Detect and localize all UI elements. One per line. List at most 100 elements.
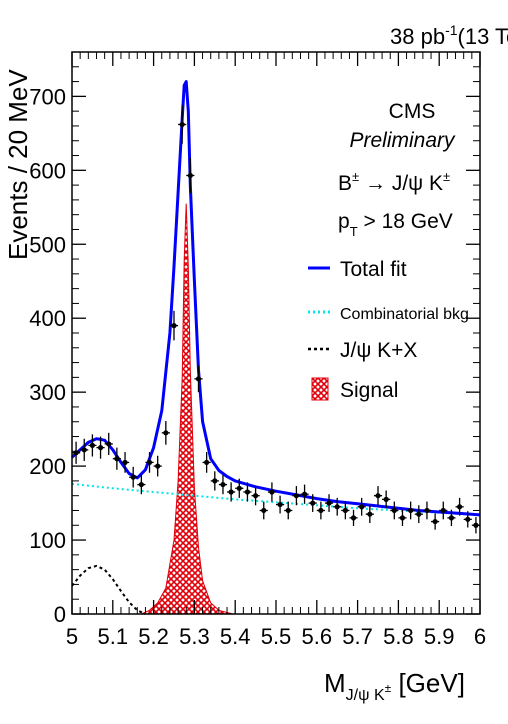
data-point-marker [383, 496, 389, 502]
data-point [112, 447, 121, 470]
data-point [300, 484, 309, 504]
x-tick-label: 5.8 [383, 624, 414, 649]
data-point-marker [448, 515, 455, 521]
x-tick-label: 6 [474, 624, 486, 649]
x-tick-label: 5.9 [424, 624, 455, 649]
legend: Total fit Combinatorial bkg J/ψ K+X Sign… [308, 258, 469, 402]
data-point [153, 455, 162, 477]
data-point [284, 501, 293, 520]
x-tick-label: 5.2 [138, 624, 169, 649]
luminosity-label: 38 pb-1(13 TeV) [390, 22, 508, 49]
data-point-marker [318, 507, 324, 514]
data-point-marker [171, 323, 177, 329]
data-point [276, 495, 285, 514]
data-point-marker [228, 489, 234, 495]
data-point-marker [326, 500, 332, 506]
data-point-marker [138, 481, 144, 488]
data-point-marker [97, 445, 104, 451]
data-point [414, 505, 423, 524]
y-ticks: 0 100 200 300 400 500 600 700 [29, 51, 480, 627]
data-point [161, 420, 170, 445]
data-point-marker [367, 511, 373, 517]
y-tick-label: 400 [29, 306, 66, 331]
jpsi-kx-layer [71, 564, 146, 615]
data-point [333, 497, 342, 516]
decay-arrow: → J/ψ K [359, 172, 443, 195]
data-point-marker [212, 478, 218, 484]
data-point-marker [253, 493, 259, 499]
data-point-marker [204, 459, 210, 466]
y-tick-label: 200 [29, 454, 66, 479]
data-point [406, 501, 415, 520]
legend-label-total-fit: Total fit [340, 258, 407, 281]
data-point-marker [81, 447, 87, 453]
data-point-marker [114, 456, 120, 462]
cut-sub: T [350, 224, 358, 239]
data-point [120, 452, 130, 473]
data-point [186, 157, 195, 194]
legend-label-signal: Signal [340, 379, 398, 402]
data-point-marker [146, 459, 153, 466]
data-point-marker [432, 518, 438, 525]
x-tick-label: 5.3 [179, 624, 210, 649]
signal-layer [141, 203, 234, 615]
data-point-marker [334, 504, 340, 510]
data-point-marker [457, 504, 463, 510]
data-point [227, 482, 236, 502]
x-axis-title-main: M [324, 668, 346, 698]
x-tick-label: 5.7 [342, 624, 373, 649]
experiment-label: CMS [389, 100, 436, 123]
x-axis-title: MJ/ψ K± [GeV] [324, 668, 465, 704]
data-point [431, 513, 440, 530]
data-point [104, 432, 113, 456]
data-point [455, 497, 464, 516]
status-label: Preliminary [349, 129, 456, 152]
x-tick-label: 5.5 [261, 624, 292, 649]
cut-label: pT > 18 GeV [338, 210, 453, 239]
data-point [251, 486, 260, 506]
data-point-marker [293, 493, 299, 499]
x-tick-label: 5 [66, 624, 78, 649]
data-point-marker [89, 442, 95, 448]
data-point [194, 365, 203, 393]
data-point [235, 478, 244, 498]
legend-label-combinatorial-bkg: Combinatorial bkg [340, 306, 469, 323]
data-point-marker [350, 515, 357, 521]
data-point [357, 497, 366, 516]
data-point [259, 501, 268, 520]
data-point-marker [195, 376, 202, 382]
data-point-marker [261, 507, 267, 514]
y-axis-title: Events / 20 MeV [3, 69, 33, 260]
data-point-marker [359, 504, 365, 510]
y-tick-label: 700 [29, 84, 66, 109]
data-point [169, 310, 179, 341]
data-point-marker [106, 441, 112, 447]
data-point-marker [408, 507, 414, 514]
signal-area [141, 203, 234, 615]
decay-sup2: ± [443, 169, 450, 184]
data-point [267, 482, 276, 502]
data-point [398, 509, 407, 527]
luminosity-unit-sup: -1 [445, 22, 458, 38]
data-point-marker [163, 430, 169, 436]
x-tick-label: 5.6 [302, 624, 333, 649]
data-point [145, 452, 154, 473]
y-tick-label: 0 [54, 602, 66, 627]
data-point-marker [310, 500, 316, 506]
data-point [373, 486, 383, 506]
data-point [422, 501, 432, 520]
data-point-marker [465, 516, 471, 522]
legend-label-jpsi-kx: J/ψ K+X [340, 339, 417, 362]
data-point [382, 490, 391, 509]
data-point-marker [342, 507, 348, 514]
luminosity-energy: (13 TeV) [458, 24, 508, 49]
data-point-marker [424, 507, 430, 514]
decay-main: B [338, 172, 352, 195]
data-point-marker [130, 474, 136, 480]
y-tick-label: 600 [29, 158, 66, 183]
data-point [447, 509, 456, 527]
data-point [72, 441, 81, 464]
data-point [324, 494, 334, 512]
data-point-marker [179, 121, 185, 128]
data-point [439, 501, 448, 520]
